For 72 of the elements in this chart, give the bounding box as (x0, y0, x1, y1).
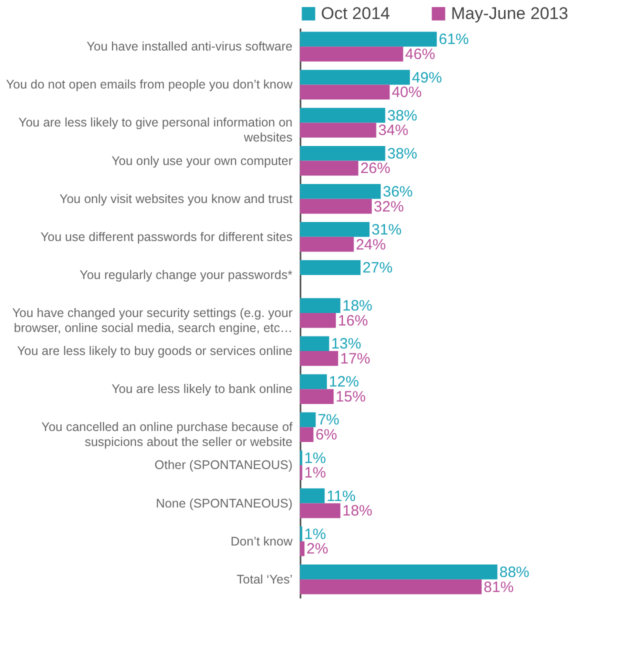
data-label: 61% (438, 31, 469, 48)
bar (300, 160, 358, 176)
bar (300, 389, 334, 404)
data-label: 49% (412, 69, 442, 86)
bar (300, 336, 330, 352)
bar (300, 122, 376, 138)
data-label: 12% (328, 374, 359, 391)
y-tick-label: You use different passwords for different sites (40, 230, 292, 244)
y-tick-label: You have installed anti-virus software (86, 40, 293, 54)
bar (300, 564, 498, 580)
y-tick-label: You are less likely to buy goods or services online (17, 344, 293, 358)
bar (300, 108, 386, 123)
data-label: 32% (374, 198, 404, 216)
data-label: 81% (484, 578, 514, 596)
data-label: 26% (360, 160, 390, 178)
y-tick-label: Total ‘Yes’ (236, 572, 292, 586)
data-label: 18% (342, 298, 372, 315)
bar (300, 503, 340, 518)
data-label: 17% (340, 350, 370, 368)
data-label: 38% (387, 107, 418, 124)
legend-label: Oct 2014 (321, 4, 390, 23)
bar (300, 84, 390, 100)
data-label: 88% (499, 564, 530, 581)
data-label: 1% (304, 526, 326, 543)
data-label: 6% (315, 426, 338, 444)
bar (300, 222, 370, 237)
y-tick-label: You regularly change your passwords* (80, 268, 293, 282)
y-tick-label: You are less likely to bank online (112, 382, 293, 396)
y-tick-label: You only use your own computer (112, 154, 292, 168)
y-tick-label: You have changed your security settings (e.g. your browser, online social media, search engine, etc… (12, 306, 292, 335)
data-label: 1% (304, 450, 326, 467)
data-label: 2% (306, 540, 328, 558)
bar (300, 541, 304, 556)
bar (300, 374, 327, 390)
bar (300, 236, 354, 252)
data-label: 18% (342, 502, 372, 520)
bar (300, 260, 361, 275)
y-tick-label: You cancelled an online purchase because of suspicions about the seller or website (41, 420, 294, 450)
bar (300, 146, 386, 161)
data-label: 16% (338, 312, 368, 330)
data-label: 24% (356, 236, 386, 254)
data-label: 15% (336, 388, 366, 406)
data-label: 13% (331, 336, 362, 353)
y-tick-label: You are less likely to give personal information on websites (18, 116, 293, 145)
data-label: 46% (405, 46, 436, 64)
bar (300, 198, 372, 214)
y-tick-label: None (SPONTANEOUS) (156, 496, 292, 510)
y-tick-label: Don’t know (230, 534, 294, 548)
data-label: 34% (378, 122, 408, 140)
data-label: 1% (304, 464, 326, 482)
data-label: 40% (392, 84, 422, 102)
bar (300, 46, 404, 62)
bar (300, 579, 482, 594)
bar (300, 298, 340, 313)
y-tick-label: You only visit websites you know and trust (60, 192, 294, 206)
data-label: 36% (382, 183, 413, 200)
bar (300, 351, 338, 366)
y-tick-label: You do not open emails from people you don’t know (6, 78, 294, 92)
data-label: 7% (318, 412, 340, 429)
bar (300, 427, 314, 442)
data-label: 11% (326, 488, 356, 505)
bar (300, 70, 410, 85)
bar (300, 412, 316, 428)
data-label: 31% (372, 221, 402, 238)
bar (300, 313, 336, 328)
bar (300, 184, 381, 199)
bar (300, 488, 325, 504)
y-tick-label: Other (SPONTANEOUS) (154, 458, 292, 472)
data-label: 27% (362, 260, 393, 277)
legend-label: May-June 2013 (451, 4, 568, 23)
data-label: 38% (387, 145, 418, 162)
bar (300, 32, 437, 47)
